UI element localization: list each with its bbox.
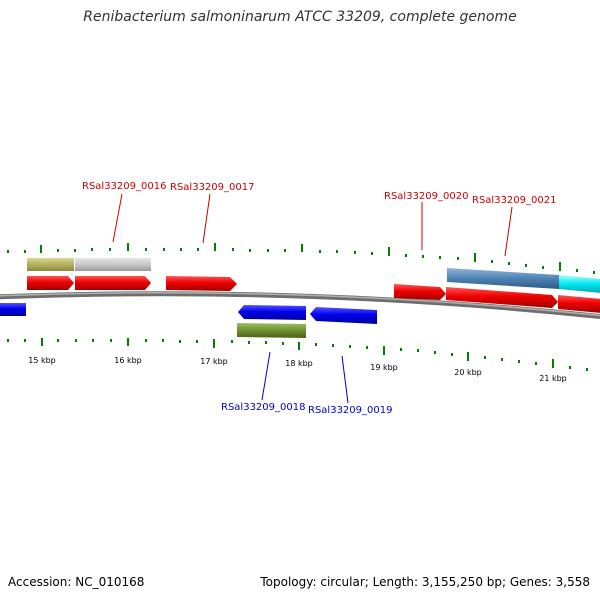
gene-arrow-rsal-0020[interactable] [394, 284, 446, 300]
label-connectors [112, 193, 513, 404]
gene-arrow-rsal-0016[interactable] [75, 276, 151, 290]
axis-label-17kbp: 17 kbp [200, 357, 228, 366]
gene-arrow-rsal-0018[interactable] [238, 305, 306, 320]
gene-label-rsal-0017[interactable]: RSal33209_0017 [170, 182, 254, 193]
accession-text: Accession: NC_010168 [8, 575, 145, 589]
axis-label-20kbp: 20 kbp [454, 368, 482, 377]
feature-block-green[interactable] [237, 323, 306, 338]
gene-arrow-rsal-0017[interactable] [166, 276, 237, 291]
genome-backbone [0, 291, 600, 320]
axis-label-18kbp: 18 kbp [285, 359, 313, 368]
feature-block-steel[interactable] [447, 268, 559, 289]
feature-block-grey[interactable] [75, 258, 151, 271]
gene-arrow-rsal-0019[interactable] [310, 307, 377, 324]
connector-rsal-0021 [504, 206, 513, 257]
gene-arrow-forward-b[interactable] [558, 295, 600, 313]
connector-rsal-0019 [341, 355, 349, 404]
top-tick-row [7, 243, 595, 274]
gene-arrow-reverse-a[interactable] [0, 303, 26, 316]
gene-label-rsal-0021[interactable]: RSal33209_0021 [472, 195, 556, 206]
feature-block-cyan[interactable] [559, 275, 600, 293]
gene-arrow-rsal-0021[interactable] [446, 287, 558, 308]
gene-label-rsal-0019[interactable]: RSal33209_0019 [308, 405, 392, 416]
bottom-tick-row [7, 338, 588, 371]
axis-label-16kbp: 16 kbp [114, 356, 142, 365]
gene-label-rsal-0016[interactable]: RSal33209_0016 [82, 181, 166, 192]
gene-label-rsal-0018[interactable]: RSal33209_0018 [221, 402, 305, 413]
genome-title: Renibacterium salmoninarum ATCC 33209, c… [83, 9, 517, 25]
axis-label-19kbp: 19 kbp [370, 363, 398, 372]
axis-label-21kbp: 21 kbp [539, 374, 567, 383]
gene-label-rsal-0020[interactable]: RSal33209_0020 [384, 191, 468, 202]
genome-info-text: Topology: circular; Length: 3,155,250 bp… [260, 575, 590, 589]
connector-rsal-0017 [202, 193, 211, 244]
axis-label-15kbp: 15 kbp [28, 356, 56, 365]
connector-rsal-0016 [112, 193, 123, 243]
gene-arrow-forward-a[interactable] [27, 276, 74, 290]
connector-rsal-0018 [261, 351, 271, 401]
feature-block-olive[interactable] [27, 258, 74, 271]
